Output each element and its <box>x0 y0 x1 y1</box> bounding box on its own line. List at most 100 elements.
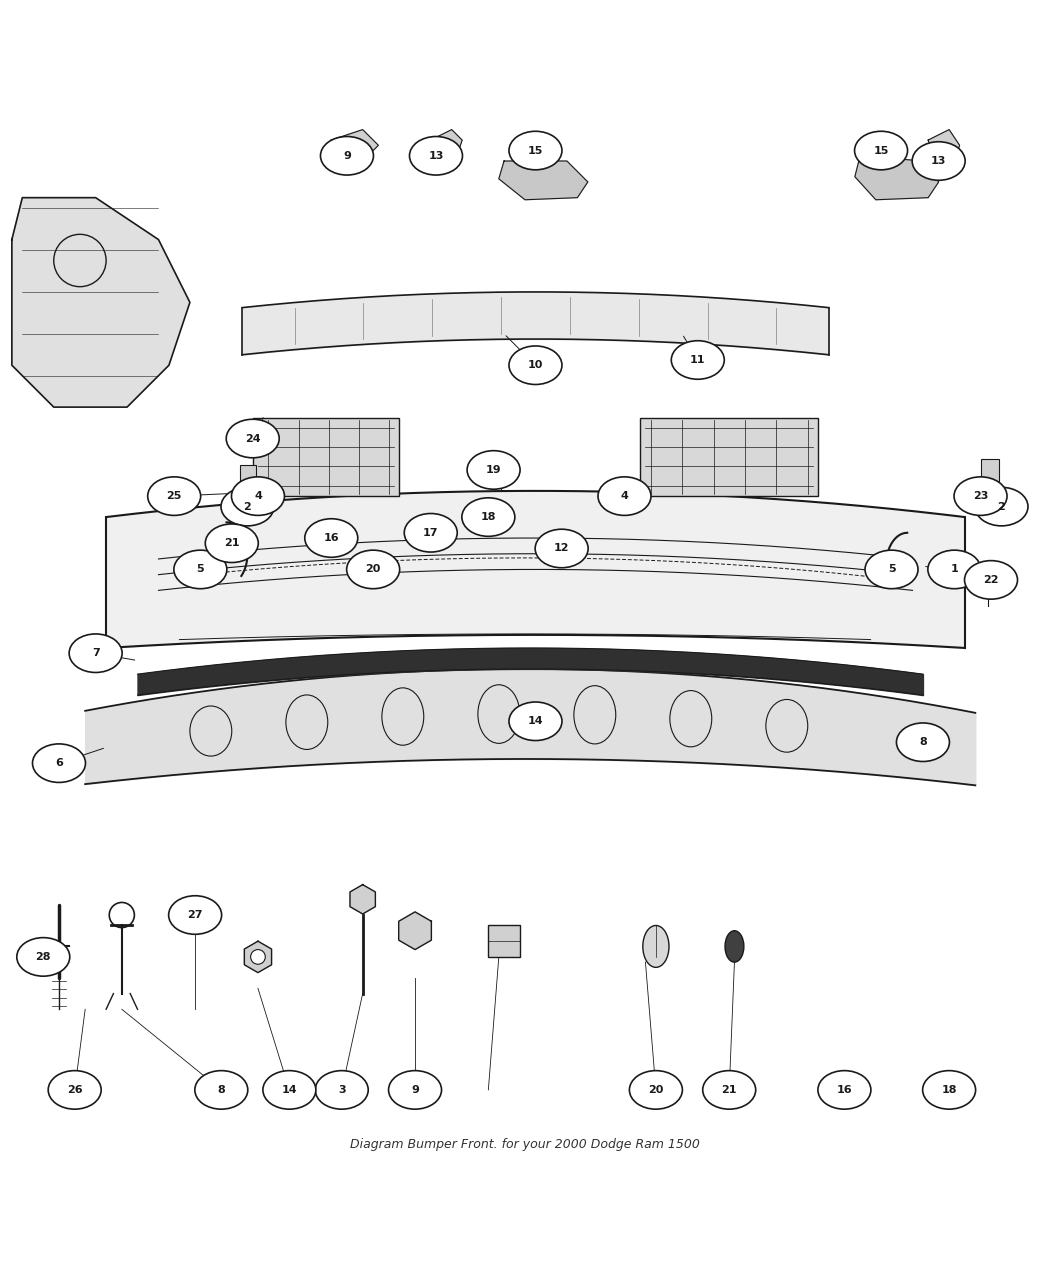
Polygon shape <box>430 130 462 156</box>
Ellipse shape <box>928 550 981 589</box>
Ellipse shape <box>404 514 457 552</box>
Text: 21: 21 <box>224 538 239 548</box>
Text: 28: 28 <box>36 952 51 961</box>
Ellipse shape <box>388 1071 442 1109</box>
Ellipse shape <box>509 131 562 170</box>
Text: 16: 16 <box>323 533 339 543</box>
Text: 5: 5 <box>887 565 896 575</box>
Ellipse shape <box>48 1071 101 1109</box>
Polygon shape <box>928 130 960 161</box>
Text: 13: 13 <box>931 156 946 166</box>
Circle shape <box>479 506 493 521</box>
Text: 13: 13 <box>428 150 444 161</box>
Ellipse shape <box>912 142 965 180</box>
Circle shape <box>251 950 266 964</box>
Text: 20: 20 <box>648 1085 664 1095</box>
Polygon shape <box>248 434 269 449</box>
FancyBboxPatch shape <box>240 464 256 506</box>
Text: 1: 1 <box>950 565 959 575</box>
Ellipse shape <box>923 1071 975 1109</box>
Ellipse shape <box>865 550 918 589</box>
Ellipse shape <box>231 477 285 515</box>
FancyBboxPatch shape <box>488 926 520 958</box>
Ellipse shape <box>69 634 122 672</box>
Text: 11: 11 <box>690 354 706 365</box>
Text: 18: 18 <box>942 1085 957 1095</box>
Text: 24: 24 <box>245 434 260 444</box>
Text: 10: 10 <box>528 361 543 370</box>
Text: 16: 16 <box>837 1085 853 1095</box>
Ellipse shape <box>467 450 520 490</box>
Ellipse shape <box>33 743 85 783</box>
Text: 19: 19 <box>486 465 502 476</box>
Ellipse shape <box>629 1071 682 1109</box>
Text: 5: 5 <box>196 565 204 575</box>
Ellipse shape <box>174 550 227 589</box>
Text: 3: 3 <box>338 1085 345 1095</box>
Text: 12: 12 <box>554 543 569 553</box>
Ellipse shape <box>262 1071 316 1109</box>
Ellipse shape <box>671 340 724 379</box>
Polygon shape <box>399 912 432 950</box>
Ellipse shape <box>509 703 562 741</box>
Text: 2: 2 <box>998 501 1005 511</box>
FancyBboxPatch shape <box>981 459 1000 511</box>
Ellipse shape <box>818 1071 870 1109</box>
Polygon shape <box>331 130 378 161</box>
Ellipse shape <box>169 896 222 935</box>
Ellipse shape <box>320 136 374 175</box>
Text: 4: 4 <box>621 491 628 501</box>
Circle shape <box>978 570 999 590</box>
Text: 2: 2 <box>244 501 251 511</box>
Ellipse shape <box>724 931 743 963</box>
Text: Diagram Bumper Front. for your 2000 Dodge Ram 1500: Diagram Bumper Front. for your 2000 Dodg… <box>350 1137 700 1150</box>
Ellipse shape <box>509 346 562 385</box>
Text: 8: 8 <box>217 1085 225 1095</box>
Ellipse shape <box>598 477 651 515</box>
Polygon shape <box>499 161 588 200</box>
Text: 8: 8 <box>919 737 927 747</box>
Text: 23: 23 <box>973 491 988 501</box>
Ellipse shape <box>148 477 201 515</box>
Ellipse shape <box>975 487 1028 525</box>
Text: 7: 7 <box>91 648 100 658</box>
Ellipse shape <box>643 926 669 968</box>
Text: 18: 18 <box>481 513 496 521</box>
Text: 6: 6 <box>55 759 63 768</box>
Polygon shape <box>12 198 190 407</box>
Text: 4: 4 <box>254 491 261 501</box>
Text: 17: 17 <box>423 528 439 538</box>
Ellipse shape <box>410 136 462 175</box>
Ellipse shape <box>965 561 1017 599</box>
Ellipse shape <box>315 1071 369 1109</box>
Text: 14: 14 <box>281 1085 297 1095</box>
Text: 20: 20 <box>365 565 381 575</box>
Ellipse shape <box>462 497 514 537</box>
Ellipse shape <box>346 550 400 589</box>
Text: 9: 9 <box>412 1085 419 1095</box>
Ellipse shape <box>195 1071 248 1109</box>
Ellipse shape <box>304 519 358 557</box>
Ellipse shape <box>897 723 949 761</box>
Ellipse shape <box>954 477 1007 515</box>
Polygon shape <box>855 156 939 200</box>
Text: 26: 26 <box>67 1085 83 1095</box>
Ellipse shape <box>17 937 69 977</box>
Polygon shape <box>350 885 376 914</box>
Text: 27: 27 <box>187 910 203 921</box>
Text: 25: 25 <box>167 491 182 501</box>
Ellipse shape <box>702 1071 756 1109</box>
Text: 15: 15 <box>874 145 888 156</box>
FancyBboxPatch shape <box>640 418 818 496</box>
Text: 22: 22 <box>983 575 999 585</box>
Ellipse shape <box>206 524 258 562</box>
Ellipse shape <box>855 131 907 170</box>
FancyBboxPatch shape <box>253 418 399 496</box>
Text: 9: 9 <box>343 150 351 161</box>
Ellipse shape <box>536 529 588 567</box>
Text: 21: 21 <box>721 1085 737 1095</box>
Polygon shape <box>245 941 272 973</box>
Text: 14: 14 <box>528 717 543 727</box>
Text: 15: 15 <box>528 145 543 156</box>
Circle shape <box>492 462 509 478</box>
